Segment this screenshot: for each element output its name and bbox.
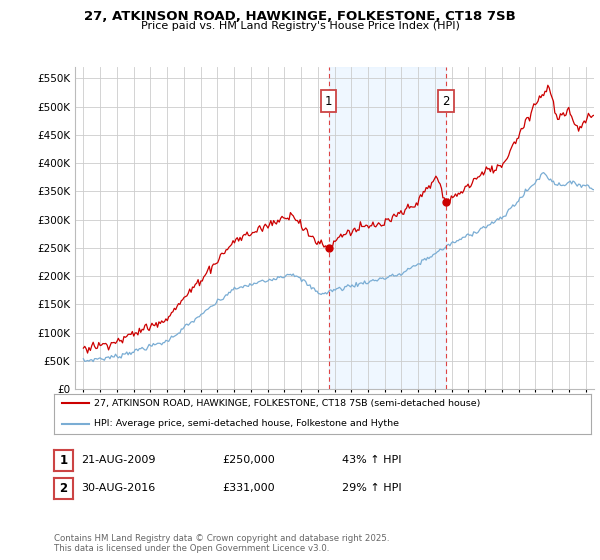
Text: HPI: Average price, semi-detached house, Folkestone and Hythe: HPI: Average price, semi-detached house,… (94, 419, 399, 428)
Bar (329, 67, 446, 389)
Text: 1: 1 (325, 95, 332, 108)
Text: 2: 2 (442, 95, 449, 108)
Text: 27, ATKINSON ROAD, HAWKINGE, FOLKESTONE, CT18 7SB (semi-detached house): 27, ATKINSON ROAD, HAWKINGE, FOLKESTONE,… (94, 399, 481, 408)
Text: 43% ↑ HPI: 43% ↑ HPI (342, 455, 401, 465)
Text: £331,000: £331,000 (222, 483, 275, 493)
Text: 27, ATKINSON ROAD, HAWKINGE, FOLKESTONE, CT18 7SB: 27, ATKINSON ROAD, HAWKINGE, FOLKESTONE,… (84, 10, 516, 23)
Text: £250,000: £250,000 (222, 455, 275, 465)
Text: 29% ↑ HPI: 29% ↑ HPI (342, 483, 401, 493)
Text: 30-AUG-2016: 30-AUG-2016 (81, 483, 155, 493)
Text: 1: 1 (59, 454, 68, 467)
Text: Contains HM Land Registry data © Crown copyright and database right 2025.
This d: Contains HM Land Registry data © Crown c… (54, 534, 389, 553)
Text: 2: 2 (59, 482, 68, 495)
Text: Price paid vs. HM Land Registry's House Price Index (HPI): Price paid vs. HM Land Registry's House … (140, 21, 460, 31)
Text: 21-AUG-2009: 21-AUG-2009 (81, 455, 155, 465)
